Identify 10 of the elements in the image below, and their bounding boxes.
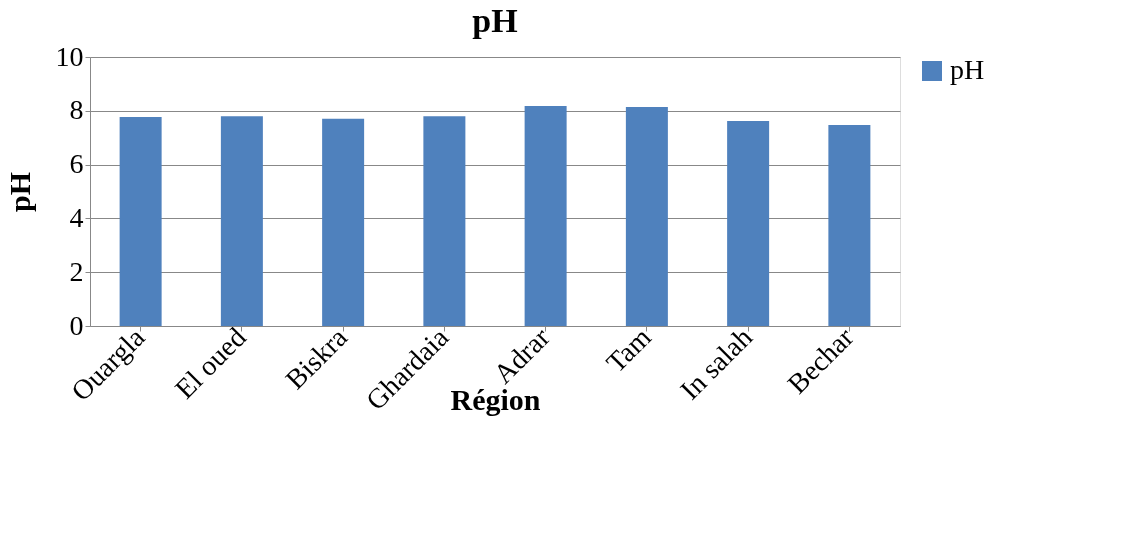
y-tick-label: 2: [69, 255, 84, 287]
chart-title: pH: [472, 2, 518, 39]
y-tick-label: 8: [69, 94, 84, 126]
x-tick-label: In salah: [673, 321, 759, 406]
y-tick-label: 4: [69, 201, 84, 233]
y-tick-label: 10: [55, 40, 84, 72]
x-tick-label: Tam: [599, 321, 657, 379]
y-axis-title: pH: [2, 171, 36, 213]
legend-label: pH: [950, 54, 985, 85]
y-tick-label: 6: [69, 148, 84, 180]
